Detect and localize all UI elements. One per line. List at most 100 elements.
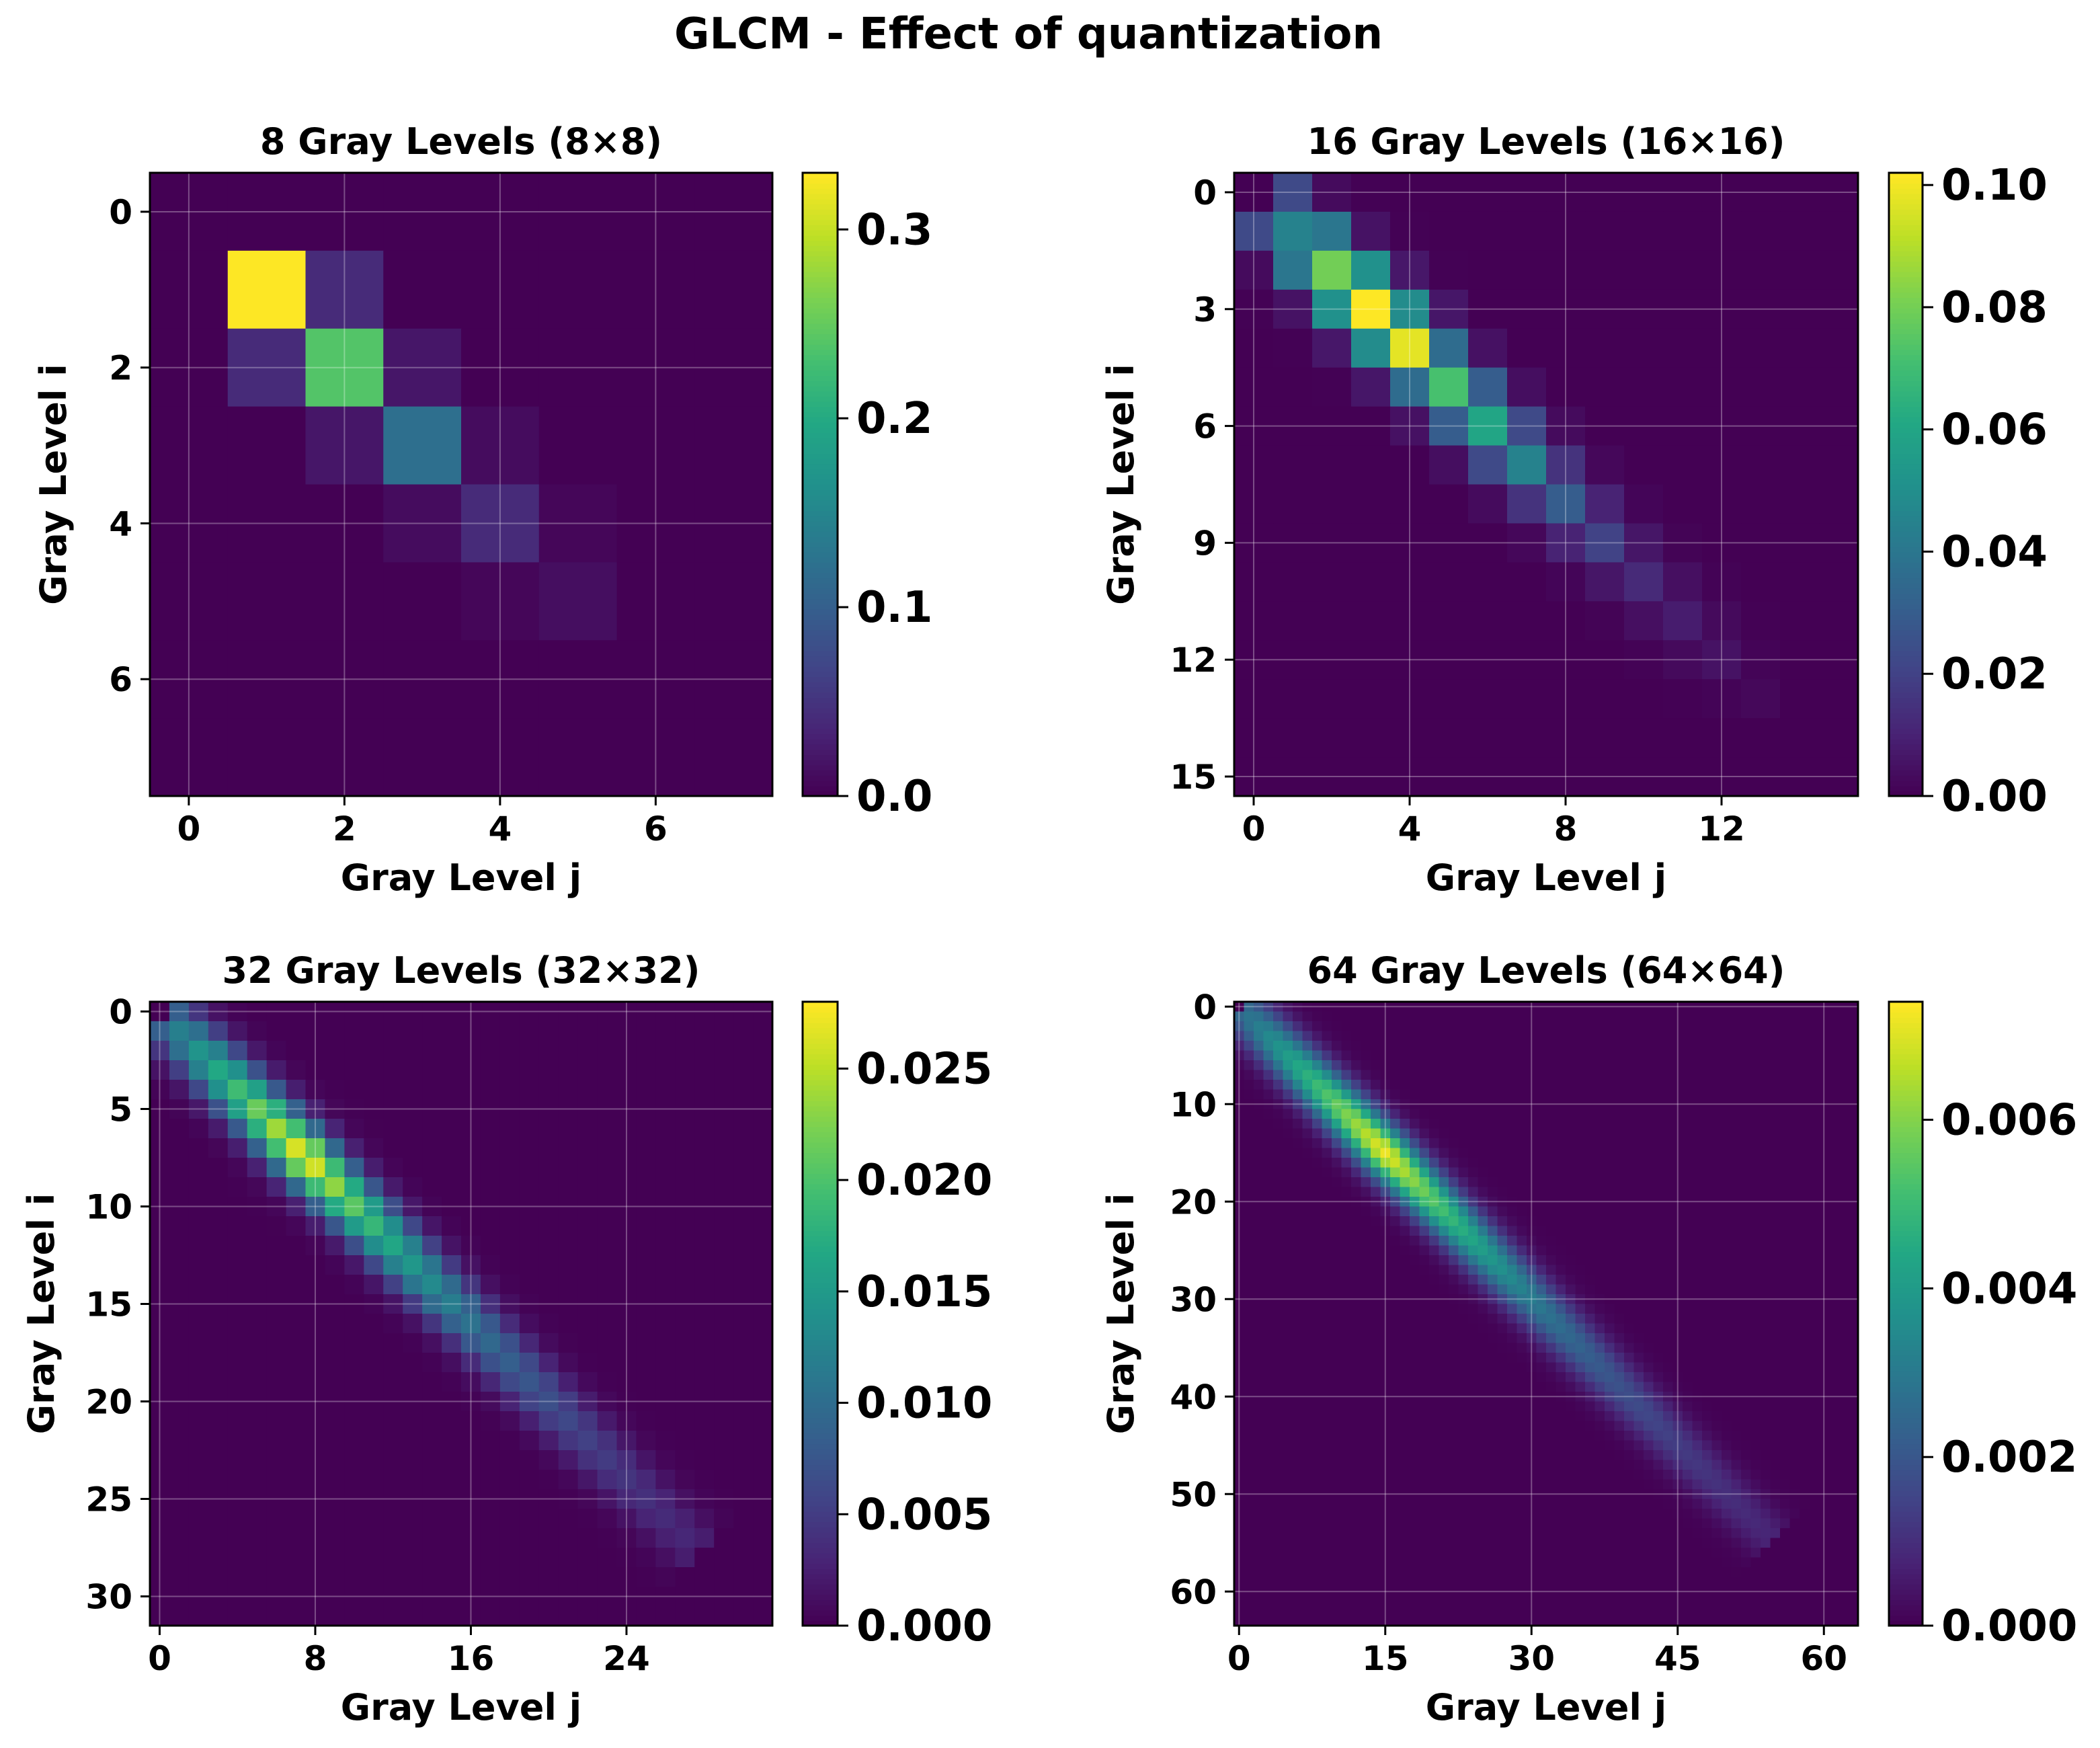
- heatmap-cell: [1273, 289, 1313, 329]
- heatmap-cell: [616, 406, 695, 485]
- heatmap-cell: [538, 328, 618, 407]
- heatmap-cell: [1400, 1440, 1410, 1451]
- heatmap-cell: [1605, 1275, 1615, 1285]
- heatmap-cell: [1429, 1226, 1440, 1236]
- heatmap-cell: [636, 1606, 656, 1626]
- grid: [1234, 173, 1858, 796]
- heatmap-cell: [1429, 1080, 1440, 1090]
- heatmap-cell: [1458, 1372, 1469, 1383]
- heatmap-cell: [1663, 1245, 1674, 1256]
- heatmap-cell: [1789, 1128, 1800, 1139]
- heatmap-cell: [1614, 1080, 1625, 1090]
- heatmap-cell: [538, 1216, 559, 1236]
- colorbar-segment: [1889, 551, 1923, 558]
- heatmap-cell: [1410, 1070, 1420, 1080]
- heatmap-cell: [480, 1255, 501, 1275]
- heatmap-cell: [616, 1236, 637, 1256]
- heatmap-cell: [597, 1197, 618, 1217]
- heatmap-cell: [1488, 1148, 1498, 1158]
- heatmap-cell: [188, 1314, 209, 1334]
- heatmap-cell: [1839, 1401, 1849, 1412]
- heatmap-cell: [1341, 1343, 1352, 1353]
- heatmap-cell: [1575, 1070, 1586, 1080]
- heatmap-cell: [1809, 1206, 1820, 1217]
- heatmap-cell: [655, 1548, 676, 1568]
- heatmap-cell: [1234, 757, 1274, 797]
- heatmap-cell: [1828, 1450, 1839, 1461]
- heatmap-cell: [1692, 1128, 1703, 1139]
- heatmap-cell: [1546, 1080, 1557, 1090]
- heatmap-cell: [1263, 1206, 1274, 1217]
- heatmap-cell: [1800, 1050, 1810, 1061]
- heatmap-cell: [1761, 1333, 1771, 1344]
- heatmap-cell: [1789, 1275, 1800, 1285]
- heatmap-cell: [655, 1255, 676, 1275]
- heatmap-cell: [694, 1528, 715, 1548]
- heatmap-cell: [461, 1411, 481, 1431]
- heatmap-cell: [1585, 1323, 1596, 1334]
- heatmap-cell: [1468, 1314, 1479, 1324]
- colorbar-segment: [803, 1615, 838, 1622]
- heatmap-cell: [1614, 1060, 1625, 1071]
- heatmap-cell: [1750, 1431, 1761, 1441]
- heatmap-cell: [169, 1177, 190, 1197]
- heatmap-cell: [1517, 1187, 1527, 1197]
- heatmap-cell: [519, 1470, 540, 1490]
- heatmap-cell: [1419, 1011, 1430, 1022]
- colorbar-segment: [1889, 193, 1923, 200]
- heatmap-cell: [286, 1216, 307, 1236]
- heatmap-cell: [188, 1470, 209, 1490]
- heatmap-cell: [1585, 1304, 1596, 1314]
- heatmap-cell: [1283, 1226, 1293, 1236]
- heatmap-cell: [1419, 1323, 1430, 1334]
- heatmap-cell: [1439, 1070, 1449, 1080]
- heatmap-cell: [1293, 1372, 1303, 1383]
- heatmap-cell: [753, 1509, 773, 1529]
- heatmap-cell: [422, 1528, 442, 1548]
- heatmap-cell: [1371, 1333, 1381, 1344]
- heatmap-cell: [675, 1197, 695, 1217]
- heatmap-cell: [1546, 1041, 1557, 1051]
- heatmap-cell: [1517, 1362, 1527, 1373]
- heatmap-cell: [1614, 1450, 1625, 1461]
- colorbar-segment: [1889, 370, 1923, 376]
- heatmap-cell: [694, 1197, 715, 1217]
- heatmap-cell: [1770, 1470, 1781, 1480]
- heatmap-cell: [675, 1450, 695, 1470]
- heatmap-cell: [1478, 1177, 1488, 1188]
- heatmap-cell: [1809, 1236, 1820, 1246]
- heatmap-cell: [169, 1372, 190, 1392]
- heatmap-cell: [1702, 1382, 1713, 1392]
- heatmap-cell: [1761, 1470, 1771, 1480]
- heatmap-cell: [675, 1275, 695, 1295]
- heatmap-cell: [1770, 1343, 1781, 1353]
- heatmap-cell: [733, 1158, 754, 1178]
- heatmap-cell: [150, 1509, 170, 1529]
- colorbar-segment: [1889, 245, 1923, 251]
- heatmap-cell: [1536, 1245, 1547, 1256]
- heatmap-cell: [499, 1528, 520, 1548]
- heatmap-cell: [1741, 1304, 1752, 1314]
- heatmap-cell: [1273, 1479, 1284, 1490]
- heatmap-cell: [364, 1216, 384, 1236]
- heatmap-cell: [1556, 1226, 1566, 1236]
- colorbar-segment: [803, 707, 838, 714]
- heatmap-cell: [1419, 1401, 1430, 1412]
- heatmap-cell: [558, 1002, 579, 1022]
- heatmap-cell: [1263, 1041, 1274, 1051]
- heatmap-cell: [1594, 1148, 1605, 1158]
- heatmap-cell: [403, 1002, 423, 1022]
- heatmap-cell: [1517, 1460, 1527, 1470]
- heatmap-cell: [1585, 1236, 1596, 1246]
- heatmap-cell: [1488, 1470, 1498, 1480]
- heatmap-cell: [1468, 1255, 1479, 1266]
- heatmap-cell: [1761, 1050, 1771, 1061]
- heatmap-cell: [1273, 1304, 1284, 1314]
- heatmap-cell: [344, 1528, 364, 1548]
- heatmap-cell: [1644, 1401, 1654, 1412]
- heatmap-cell: [169, 1041, 190, 1061]
- heatmap-cell: [1507, 1401, 1518, 1412]
- heatmap-cell: [1341, 1353, 1352, 1363]
- heatmap-cell: [1458, 1284, 1469, 1295]
- heatmap-cell: [1741, 1314, 1752, 1324]
